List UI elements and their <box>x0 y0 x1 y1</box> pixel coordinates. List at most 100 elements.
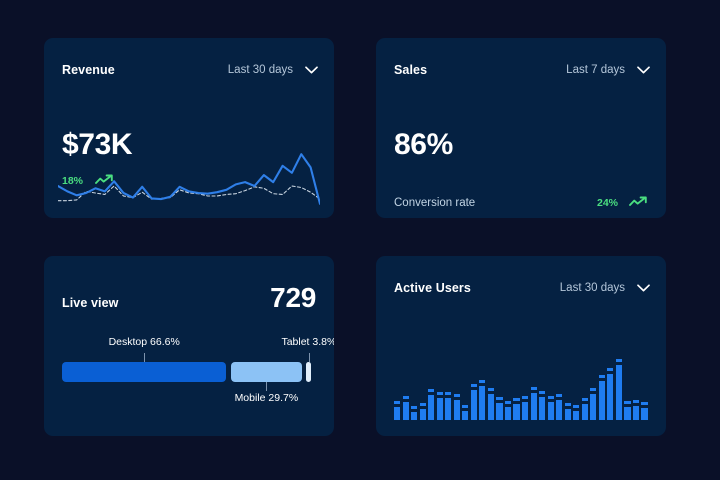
bar-column <box>547 356 554 420</box>
bar-column <box>539 356 546 420</box>
bar-cap <box>462 404 469 408</box>
bar-cap <box>547 395 554 399</box>
bar-column <box>624 356 631 420</box>
bar-column <box>504 356 512 420</box>
bar-column <box>462 356 469 420</box>
sales-card-title: Sales <box>394 63 428 77</box>
bar-body <box>598 381 605 420</box>
sales-card-header: Sales Last 7 days <box>394 61 650 79</box>
bar-body <box>496 402 503 420</box>
bar-cap <box>624 400 631 404</box>
active-users-range-selector[interactable]: Last 30 days <box>560 279 650 297</box>
bar-body <box>641 408 648 420</box>
bar-cap <box>632 399 640 403</box>
sales-range-selector[interactable]: Last 7 days <box>566 61 650 79</box>
live-view-title: Live view <box>62 296 119 310</box>
device-segment-desktop[interactable] <box>62 362 227 382</box>
sales-range-label: Last 7 days <box>566 64 625 76</box>
bar-body <box>470 390 477 420</box>
bar-column <box>453 356 460 420</box>
active-users-range-label: Last 30 days <box>559 282 625 294</box>
bar-column <box>564 356 571 420</box>
chevron-down-icon <box>305 61 318 79</box>
revenue-metric-value: $73K <box>62 128 133 161</box>
bar-cap <box>590 388 597 391</box>
dashboard-grid: Revenue Last 30 days $73K 18% Sales La <box>44 38 666 436</box>
revenue-card-title: Revenue <box>62 63 115 77</box>
bar-body <box>453 400 460 420</box>
bar-column <box>556 356 563 420</box>
bar-cap <box>615 358 622 362</box>
device-segment-label: Desktop 66.6% <box>108 336 180 348</box>
bar-column <box>598 356 605 420</box>
bar-body <box>632 405 640 420</box>
bar-body <box>402 401 409 420</box>
device-segment-label: Tablet 3.8% <box>281 336 334 348</box>
bar-cap <box>513 398 520 402</box>
bar-body <box>624 406 631 420</box>
bar-column <box>615 356 622 420</box>
bar-body <box>522 401 529 420</box>
revenue-line-chart <box>58 153 320 205</box>
bar-column <box>419 356 426 420</box>
active-users-bar-chart <box>394 356 650 420</box>
bar-body <box>445 397 452 420</box>
bar-column <box>573 356 580 420</box>
bar-body <box>530 392 537 420</box>
active-users-card: Active Users Last 30 days 183,892 27% <box>376 256 666 436</box>
bar-cap <box>504 400 512 404</box>
bar-body <box>556 400 563 420</box>
revenue-card: Revenue Last 30 days $73K 18% <box>44 38 334 218</box>
bar-cap <box>573 404 580 408</box>
chevron-down-icon <box>637 61 650 79</box>
bar-body <box>513 404 520 420</box>
bar-column <box>632 356 640 420</box>
bar-cap <box>556 394 563 398</box>
live-view-header: Live view 729 <box>62 282 316 314</box>
bar-column <box>496 356 503 420</box>
bar-body <box>462 410 469 420</box>
bar-column <box>411 356 418 420</box>
bar-cap <box>564 403 571 407</box>
revenue-card-header: Revenue Last 30 days <box>62 61 318 79</box>
bar-body <box>487 394 494 420</box>
bar-cap <box>581 398 588 402</box>
bar-column <box>607 356 614 420</box>
device-segment-mobile[interactable] <box>230 362 302 382</box>
bar-body <box>573 410 580 420</box>
device-segment-label: Mobile 29.7% <box>234 392 299 404</box>
bar-cap <box>496 396 503 400</box>
bar-body <box>590 394 597 420</box>
conversion-rate-value: 24% <box>596 197 618 209</box>
trending-up-icon <box>95 172 114 190</box>
bar-column <box>522 356 529 420</box>
segment-leader-line <box>266 382 268 391</box>
revenue-delta: 18% <box>62 172 114 190</box>
bar-body <box>479 386 486 420</box>
bar-cap <box>641 402 648 406</box>
bar-cap <box>453 394 460 398</box>
bar-cap <box>436 391 443 395</box>
bar-cap <box>411 405 418 409</box>
chevron-down-icon <box>637 279 650 297</box>
revenue-range-label: Last 30 days <box>227 64 293 76</box>
device-segment-tablet[interactable] <box>306 362 312 382</box>
sales-card: Sales Last 7 days 86% Conversion rate 24… <box>376 38 666 218</box>
bar-body <box>547 401 554 420</box>
revenue-range-selector[interactable]: Last 30 days <box>228 61 318 79</box>
bar-body <box>436 397 443 420</box>
bar-cap <box>607 367 614 371</box>
bar-cap <box>598 375 605 379</box>
bar-column <box>513 356 520 420</box>
bar-body <box>539 396 546 420</box>
bar-cap <box>470 384 477 388</box>
bar-column <box>428 356 435 420</box>
bar-cap <box>522 395 529 399</box>
bar-cap <box>539 390 546 394</box>
bar-column <box>581 356 588 420</box>
bar-body <box>411 411 418 420</box>
bar-cap <box>445 391 452 395</box>
bar-column <box>530 356 537 420</box>
bar-column <box>487 356 494 420</box>
bar-cap <box>479 380 486 384</box>
